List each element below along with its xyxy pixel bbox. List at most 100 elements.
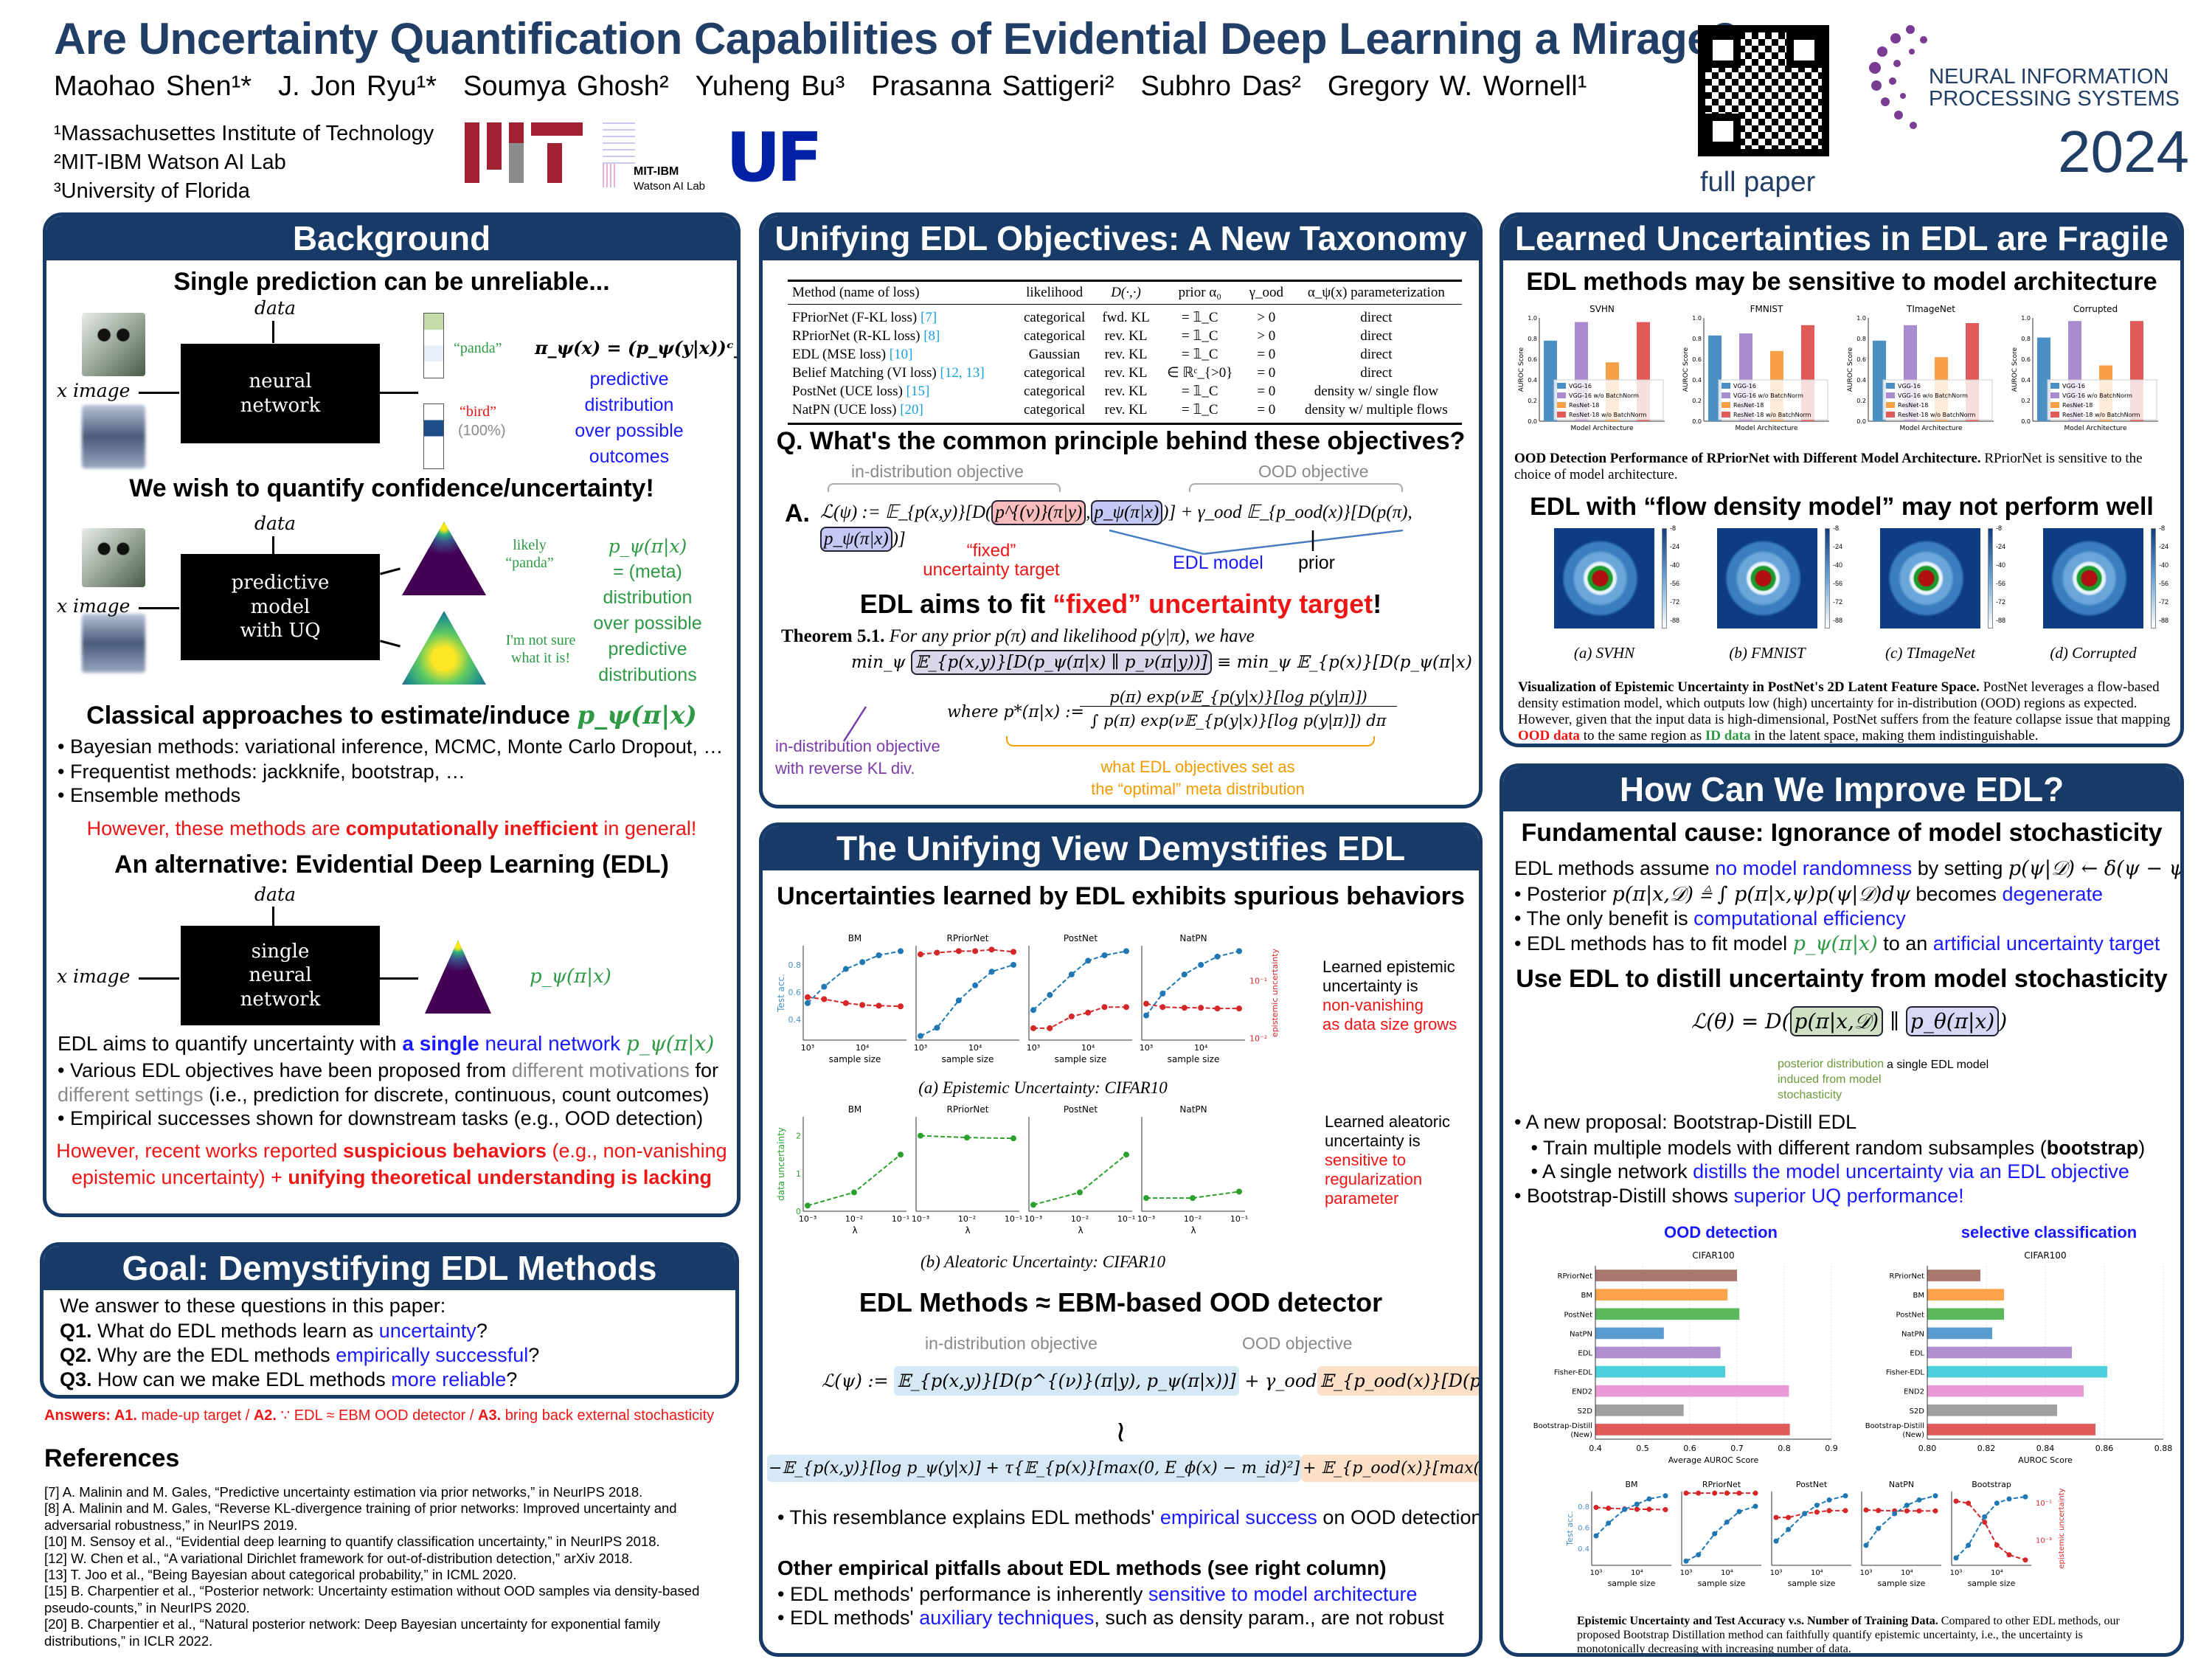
citation-link[interactable]: [10]	[889, 346, 913, 362]
caption: Visualization of Epistemic Uncertainty i…	[1518, 679, 2171, 744]
y-tick: 0.8	[1528, 336, 1537, 342]
citation-link[interactable]: [8]	[923, 328, 940, 344]
text-segment: ?	[528, 1344, 540, 1366]
neurips-name-line1: NEURAL INFORMATION	[1929, 65, 2169, 89]
data-point	[898, 948, 904, 955]
text-segment: sensitive to model architecture	[1148, 1583, 1418, 1605]
text-segment: RPriorNet is sensitive to the choice of …	[1514, 451, 2143, 482]
data-point	[1047, 1025, 1053, 1031]
x-tick: 10⁴	[1901, 1569, 1913, 1577]
y-tick: 1.0	[2021, 315, 2031, 322]
table-cell: categorical	[1023, 383, 1086, 399]
data-point	[805, 994, 811, 1000]
table-cell: categorical	[1014, 401, 1095, 425]
x-axis-label: Average AUROC Score	[1668, 1455, 1759, 1465]
table-row: Belief Matching (VI loss) [12, 13] catego…	[788, 364, 1462, 382]
citation-link[interactable]: [15]	[906, 383, 930, 399]
data-point	[1982, 1514, 1988, 1520]
data-point	[1159, 990, 1166, 997]
bullet: • The only benefit is computational effi…	[1514, 907, 1906, 930]
legend-label: ResNet-18	[1898, 402, 1928, 409]
x-tick: 10⁴	[1081, 1043, 1095, 1053]
heatmap-caption: (b) FMNIST	[1729, 644, 1806, 662]
x-tick: 10³	[1680, 1569, 1693, 1577]
qr-code[interactable]	[1698, 25, 1829, 156]
legend-swatch	[1886, 412, 1895, 418]
blurry-image	[82, 405, 145, 468]
answer-label: A.	[785, 499, 810, 527]
x-tick: 10³	[1770, 1569, 1783, 1577]
arrow	[272, 907, 274, 926]
data-point	[1814, 1509, 1820, 1515]
text-segment: Why are the EDL methods	[91, 1344, 336, 1366]
bullet: • Bayesian methods: variational inferenc…	[58, 735, 723, 758]
series-line	[1033, 950, 1127, 1011]
reverse-kl-box: 𝔼_{p(x,y)}[D(p_ψ(π|x) ∥ p_ν(π|y))]	[910, 650, 1212, 675]
y-tick: 0.6	[1528, 356, 1537, 363]
bullet: • EDL methods' auxiliary techniques, suc…	[777, 1607, 1444, 1629]
text-segment: •	[58, 735, 70, 758]
data-point	[1863, 1507, 1869, 1513]
text-segment: in the latent space, making them indisti…	[1750, 728, 2039, 744]
data-point	[1214, 1005, 1221, 1012]
text-segment: by setting	[1912, 857, 2008, 879]
x-axis-label: sample size	[1608, 1579, 1656, 1588]
subplot-title: NatPN	[1179, 933, 1207, 943]
data-point	[1030, 1202, 1036, 1208]
text-segment: Q3.	[60, 1368, 92, 1390]
colorbar-tick: -40	[1833, 561, 1843, 569]
legend-swatch	[1886, 383, 1895, 389]
category-label: END2	[1904, 1388, 1924, 1396]
bar	[1595, 1346, 1721, 1359]
legend-label: VGG-16 w/o BatchNorm	[1898, 392, 1968, 399]
text-segment: in general!	[597, 817, 697, 839]
series-line	[1033, 1154, 1127, 1206]
data-point	[1982, 1519, 1988, 1525]
mit-logo	[465, 122, 583, 183]
affiliation: ¹Massachusettes Institute of Technology	[54, 122, 434, 145]
data-point	[1622, 1506, 1628, 1512]
data-point	[805, 1202, 811, 1209]
data-point	[934, 1025, 940, 1031]
text-segment: uncertainty	[378, 1320, 476, 1342]
data-point	[1953, 1498, 1959, 1504]
x-tick: 10³	[801, 1043, 814, 1053]
brace	[1189, 483, 1403, 492]
legend-swatch	[1557, 412, 1566, 418]
text-segment: PostNet leverages a flow-based density e…	[1518, 679, 2171, 727]
text-segment: (e.g., non-vanishing	[547, 1140, 727, 1162]
table-cell: = 0	[1257, 364, 1276, 381]
affiliation: ³University of Florida	[54, 179, 250, 203]
x-axis-label: sample size	[1788, 1579, 1836, 1588]
subplot-title: PostNet	[1064, 1104, 1098, 1115]
id-objective-label: in-distribution objective	[925, 1334, 1098, 1353]
text-segment: suspicious behaviors	[342, 1140, 547, 1162]
citation-link[interactable]: [20]	[900, 401, 923, 418]
data-point	[918, 1033, 923, 1039]
ood-chart-title: OOD detection	[1663, 1223, 1778, 1241]
citation-link[interactable]: [12, 13]	[940, 364, 985, 381]
table-cell: > 0	[1257, 328, 1276, 344]
x-axis-label: λ	[1190, 1225, 1196, 1236]
table-cell: fwd. KL	[1102, 309, 1150, 325]
section-heading: EDL Methods ≈ EBM-based OOD detector	[859, 1287, 1383, 1317]
data-point	[1736, 1490, 1742, 1496]
table-row: EDL (MSE loss) [10] Gaussian rev. KL = 𝟙_C =…	[788, 345, 1462, 364]
y-tick: 0.6	[1692, 356, 1702, 363]
blurry-image	[82, 614, 145, 673]
ood-detection-bar-chart: CIFAR100 0.4 0.5 0.6 0.7 0.8 0.9 RPriorNet BM Pos…	[1533, 1250, 1838, 1465]
y2-tick: 10⁻²	[1249, 1034, 1267, 1044]
x-tick: 0.5	[1636, 1444, 1649, 1453]
text-segment: different settings	[58, 1084, 204, 1106]
citation-link[interactable]: [7]	[920, 309, 937, 325]
text-segment: computationally inefficient	[345, 817, 598, 839]
x-tick: 10⁻²	[1071, 1214, 1089, 1224]
single-network-box: single neural network	[181, 926, 380, 1025]
chart-title: SVHN	[1589, 304, 1615, 314]
data-point	[918, 1132, 923, 1139]
data-point	[1236, 948, 1242, 955]
data-point	[876, 1002, 882, 1009]
text-segment: bootstrap	[2046, 1137, 2139, 1159]
y-tick: 0.4	[1692, 377, 1702, 384]
x-tick: 10³	[914, 1043, 927, 1053]
